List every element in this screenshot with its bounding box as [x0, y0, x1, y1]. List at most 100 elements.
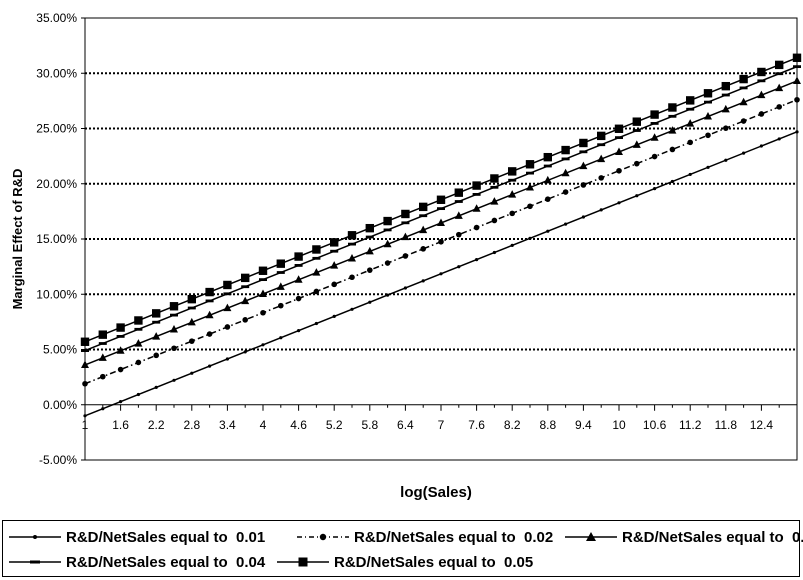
data-point — [793, 65, 801, 69]
legend-swatch-square — [277, 557, 329, 567]
data-point — [312, 268, 321, 276]
x-tick-label: 5.8 — [361, 418, 378, 432]
data-point — [721, 93, 730, 97]
data-point — [365, 223, 374, 233]
data-point — [721, 81, 730, 91]
series-group — [80, 53, 802, 418]
data-point — [564, 222, 568, 226]
data-point — [223, 280, 232, 290]
legend-item-2: R&D/NetSales equal to 0.03 — [563, 525, 803, 549]
data-point — [278, 302, 284, 309]
y-tick-label: 5.00% — [43, 343, 77, 357]
y-tick-label: 15.00% — [36, 232, 77, 246]
data-point — [276, 282, 285, 290]
data-point — [704, 111, 712, 120]
data-point — [545, 196, 551, 202]
data-point — [615, 147, 623, 155]
data-point — [668, 114, 677, 118]
data-point — [312, 256, 321, 260]
x-axis-label: log(Sales) — [400, 484, 472, 501]
line-chart: -5.00% 0.00% 5.00% 10.00% 15.00% 20.00% 25.00%… — [10, 11, 802, 501]
data-point — [525, 160, 535, 169]
data-point — [117, 366, 124, 373]
data-point — [526, 182, 534, 191]
x-tick-label: 3.4 — [219, 418, 236, 432]
data-point — [365, 235, 374, 239]
x-tick-label: 5.2 — [326, 418, 343, 432]
data-point — [367, 267, 373, 273]
data-point — [401, 221, 410, 225]
x-tick-label: 1 — [82, 418, 89, 432]
legend-swatch-triangle — [565, 532, 617, 541]
data-point — [792, 53, 802, 62]
data-point — [670, 179, 675, 184]
data-point — [616, 167, 622, 174]
data-point — [223, 292, 232, 296]
data-point — [543, 152, 552, 162]
data-point — [543, 164, 552, 168]
data-point — [313, 288, 320, 295]
data-point — [205, 310, 214, 319]
data-point — [383, 228, 392, 232]
data-point — [80, 337, 90, 346]
data-point — [509, 210, 515, 217]
data-point — [365, 246, 374, 255]
data-point — [758, 111, 765, 117]
data-point — [668, 103, 677, 112]
data-point — [454, 200, 463, 203]
data-point — [401, 232, 410, 241]
data-point — [546, 229, 550, 233]
data-point — [598, 175, 604, 181]
data-point — [81, 349, 89, 353]
data-point — [723, 125, 729, 131]
data-point — [294, 252, 303, 261]
data-point — [401, 209, 410, 219]
data-point — [759, 144, 764, 148]
data-point — [795, 130, 799, 134]
legend-item-1: R&D/NetSales equal to 0.02 — [295, 525, 553, 549]
data-point — [597, 143, 606, 147]
data-point — [243, 350, 247, 354]
data-point — [134, 316, 143, 325]
data-point — [579, 138, 588, 148]
data-point — [119, 400, 123, 404]
data-point — [706, 165, 710, 169]
data-point — [757, 79, 766, 83]
data-point — [650, 110, 659, 119]
x-tick-label: 7 — [438, 418, 445, 432]
x-tick-label: 10 — [612, 418, 626, 432]
data-point — [259, 289, 267, 297]
x-tick-label: 2.2 — [148, 418, 165, 432]
data-point — [739, 86, 748, 90]
data-point — [224, 324, 231, 330]
data-point — [170, 313, 178, 317]
x-tick-label: 9.4 — [575, 418, 592, 432]
data-point — [279, 336, 283, 340]
data-point — [206, 331, 213, 337]
data-point — [350, 307, 354, 311]
data-point — [581, 215, 586, 219]
data-point — [457, 265, 461, 269]
data-point — [314, 321, 318, 326]
data-point — [635, 194, 639, 198]
data-point — [456, 231, 462, 238]
data-point — [473, 224, 480, 231]
data-point — [510, 243, 514, 248]
y-axis-label: Marginal Effect of R&D — [10, 169, 25, 310]
series-4 — [81, 65, 801, 353]
data-point — [403, 286, 407, 290]
data-point — [225, 357, 229, 361]
data-point — [294, 275, 303, 283]
data-point — [330, 238, 339, 247]
x-tick-label: 7.6 — [468, 418, 485, 432]
legend-label: R&D/NetSales equal to 0.01 — [66, 528, 266, 546]
x-tick-label: 11.2 — [679, 418, 702, 432]
data-point — [294, 264, 303, 267]
data-point — [83, 414, 87, 418]
legend: R&D/NetSales equal to 0.01 R&D/NetSales … — [2, 520, 803, 577]
data-point — [757, 67, 766, 77]
data-point — [187, 306, 196, 310]
data-point — [420, 246, 427, 252]
data-point — [742, 151, 746, 155]
data-point — [634, 160, 640, 167]
